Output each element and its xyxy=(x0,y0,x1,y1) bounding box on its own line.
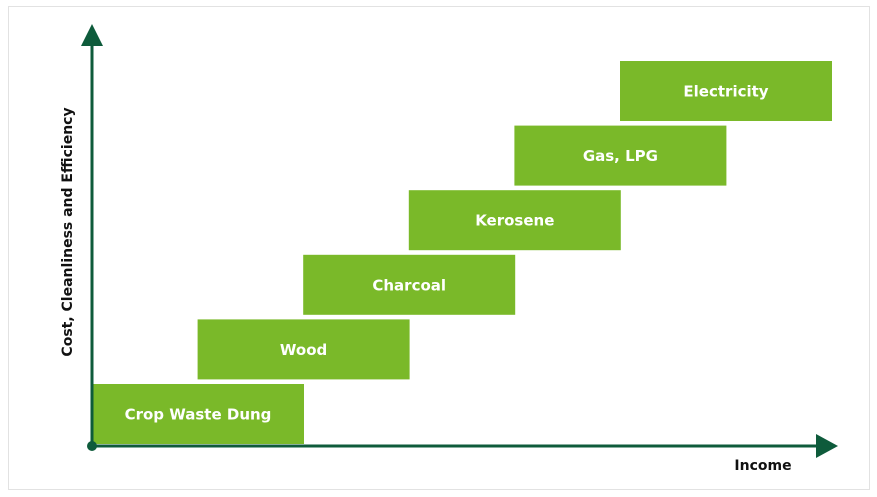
y-axis-label: Cost, Cleanliness and Efficiency xyxy=(60,107,76,356)
step-box xyxy=(197,319,410,380)
step-label: Crop Waste Dung xyxy=(125,406,272,424)
step-label: Electricity xyxy=(683,83,768,101)
origin xyxy=(87,441,97,451)
step-label: Gas, LPG xyxy=(583,147,658,165)
step-box xyxy=(514,125,727,186)
x-axis-label: Income xyxy=(734,458,791,474)
step-label: Charcoal xyxy=(372,276,446,294)
step-box xyxy=(408,190,621,251)
steps: Crop Waste Dung Wood Charcoal Kerosene Gas, … xyxy=(92,61,832,444)
step-label: Kerosene xyxy=(475,212,554,230)
y-axis-arrow xyxy=(81,24,103,46)
step-box xyxy=(92,384,304,444)
step-label: Wood xyxy=(280,341,327,359)
step-box xyxy=(620,61,832,121)
step-box xyxy=(303,254,516,315)
x-axis-arrow xyxy=(816,434,838,458)
